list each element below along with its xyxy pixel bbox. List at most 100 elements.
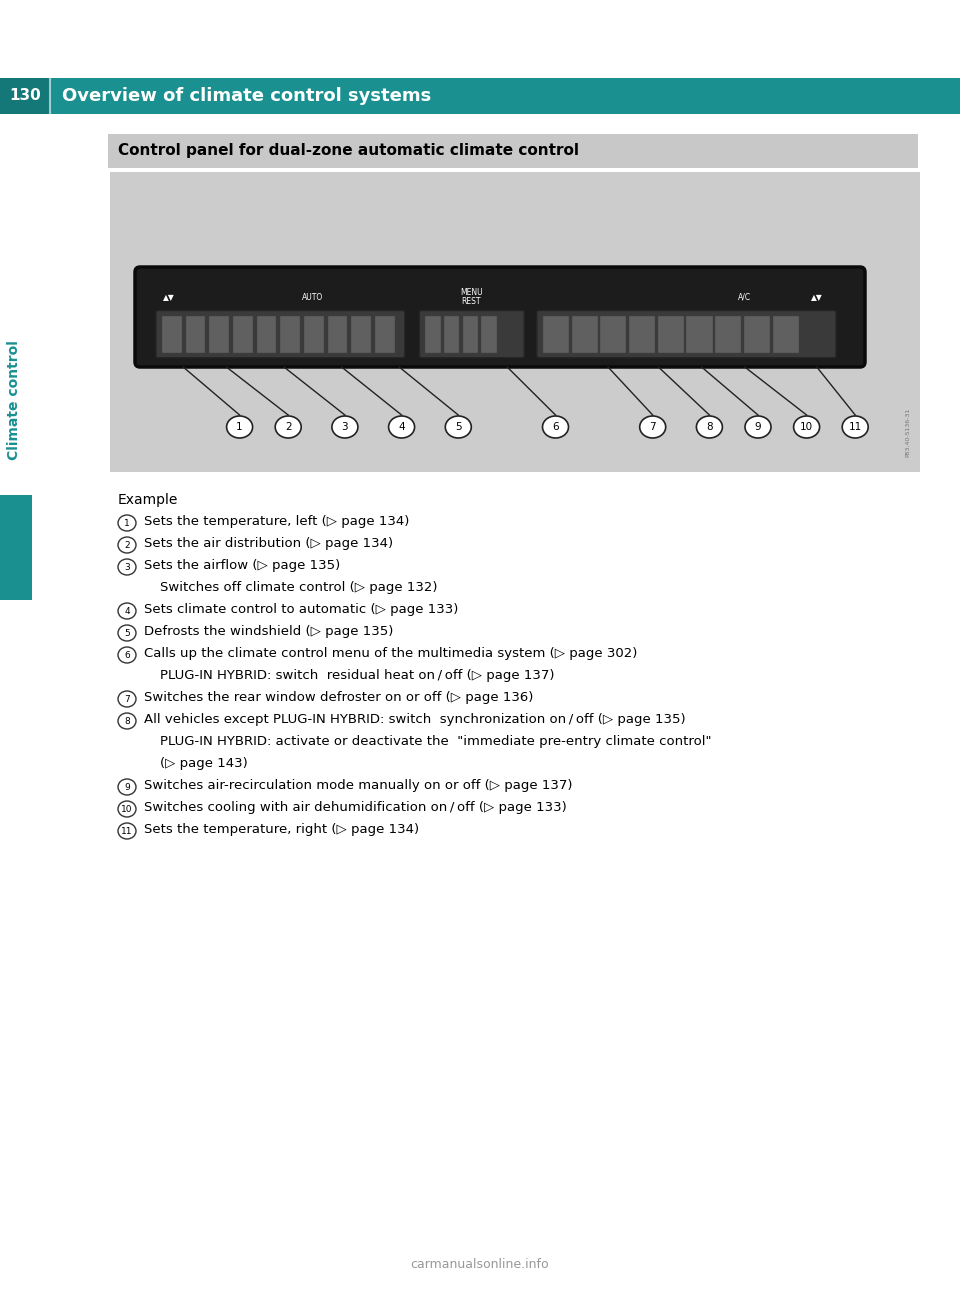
Text: 7: 7 (649, 422, 656, 432)
Bar (280, 315, 300, 353)
Text: 9: 9 (124, 783, 130, 792)
Bar (658, 315, 684, 353)
Text: Sets climate control to automatic (▷ page 133): Sets climate control to automatic (▷ pag… (144, 603, 458, 616)
Bar (0, 78, 50, 115)
Text: Switches air-recirculation mode manually on or off (▷ page 137): Switches air-recirculation mode manually… (144, 779, 572, 792)
Bar (233, 315, 252, 353)
Ellipse shape (332, 417, 358, 437)
Ellipse shape (118, 647, 136, 663)
Text: ▲▼: ▲▼ (163, 293, 175, 302)
Text: 130: 130 (10, 89, 41, 103)
Text: carmanualsonline.info: carmanualsonline.info (411, 1259, 549, 1272)
Text: (▷ page 143): (▷ page 143) (160, 756, 248, 769)
Text: Example: Example (118, 493, 179, 506)
Ellipse shape (118, 625, 136, 641)
Bar (444, 315, 460, 353)
Text: 9: 9 (755, 422, 761, 432)
Text: 11: 11 (121, 827, 132, 836)
Text: 4: 4 (398, 422, 405, 432)
Ellipse shape (794, 417, 820, 437)
Bar (351, 315, 372, 353)
FancyBboxPatch shape (156, 310, 405, 358)
Ellipse shape (639, 417, 665, 437)
Bar (463, 315, 478, 353)
Bar (304, 315, 324, 353)
Text: 5: 5 (455, 422, 462, 432)
Text: AUTO: AUTO (302, 293, 324, 302)
FancyBboxPatch shape (420, 310, 524, 358)
Ellipse shape (745, 417, 771, 437)
Text: 2: 2 (285, 422, 292, 432)
Bar (162, 315, 181, 353)
Text: A/C: A/C (738, 293, 752, 302)
Text: Sets the air distribution (▷ page 134): Sets the air distribution (▷ page 134) (144, 536, 394, 549)
Text: 11: 11 (849, 422, 862, 432)
Bar (185, 315, 205, 353)
Text: 1: 1 (236, 422, 243, 432)
FancyBboxPatch shape (537, 310, 836, 358)
Bar (744, 315, 770, 353)
Bar (425, 315, 441, 353)
Bar (686, 315, 712, 353)
Text: PLUG-IN HYBRID: switch  residual heat on / off (▷ page 137): PLUG-IN HYBRID: switch residual heat on … (160, 669, 555, 682)
FancyBboxPatch shape (135, 267, 865, 367)
Text: 6: 6 (124, 651, 130, 660)
Text: Control panel for dual-zone automatic climate control: Control panel for dual-zone automatic cl… (118, 143, 579, 159)
Text: Overview of climate control systems: Overview of climate control systems (62, 87, 431, 105)
Text: PLUG-IN HYBRID: activate or deactivate the  "immediate pre-entry climate control: PLUG-IN HYBRID: activate or deactivate t… (160, 736, 711, 749)
Bar (571, 315, 598, 353)
Bar (108, 134, 918, 168)
Bar (542, 315, 569, 353)
Ellipse shape (842, 417, 868, 437)
Text: Sets the temperature, right (▷ page 134): Sets the temperature, right (▷ page 134) (144, 823, 420, 836)
Text: 10: 10 (121, 805, 132, 814)
Text: 8: 8 (707, 422, 712, 432)
Ellipse shape (118, 516, 136, 531)
Text: 2: 2 (124, 540, 130, 549)
Text: Sets the airflow (▷ page 135): Sets the airflow (▷ page 135) (144, 559, 340, 572)
Text: 1: 1 (124, 518, 130, 527)
Text: Switches cooling with air dehumidification on / off (▷ page 133): Switches cooling with air dehumidificati… (144, 801, 566, 814)
Ellipse shape (118, 559, 136, 575)
Ellipse shape (118, 823, 136, 838)
Text: Switches off climate control (▷ page 132): Switches off climate control (▷ page 132… (160, 581, 438, 594)
Text: P83.40-5136-31: P83.40-5136-31 (905, 408, 910, 457)
Text: Calls up the climate control menu of the multimedia system (▷ page 302): Calls up the climate control menu of the… (144, 647, 637, 660)
Ellipse shape (542, 417, 568, 437)
Ellipse shape (389, 417, 415, 437)
Bar (481, 315, 496, 353)
Ellipse shape (696, 417, 722, 437)
Bar (0, 495, 32, 600)
Bar (256, 315, 276, 353)
Ellipse shape (118, 713, 136, 729)
Text: MENU
REST: MENU REST (460, 288, 483, 306)
Text: All vehicles except PLUG-IN HYBRID: switch  synchronization on / off (▷ page 135: All vehicles except PLUG-IN HYBRID: swit… (144, 713, 685, 727)
Ellipse shape (118, 779, 136, 796)
Text: 5: 5 (124, 629, 130, 638)
Bar (110, 172, 920, 473)
Text: 7: 7 (124, 694, 130, 703)
Bar (327, 315, 348, 353)
Bar (715, 315, 741, 353)
Text: 8: 8 (124, 716, 130, 725)
Bar (629, 315, 655, 353)
Bar (0, 78, 960, 115)
Text: 10: 10 (800, 422, 813, 432)
Text: 4: 4 (124, 607, 130, 616)
Bar (209, 315, 229, 353)
Ellipse shape (118, 691, 136, 707)
Ellipse shape (118, 536, 136, 553)
Text: ▲▼: ▲▼ (811, 293, 823, 302)
Bar (375, 315, 395, 353)
Text: Switches the rear window defroster on or off (▷ page 136): Switches the rear window defroster on or… (144, 691, 534, 704)
Text: 3: 3 (342, 422, 348, 432)
Bar (600, 315, 626, 353)
Ellipse shape (276, 417, 301, 437)
Text: Climate control: Climate control (7, 340, 21, 460)
Ellipse shape (445, 417, 471, 437)
Text: Sets the temperature, left (▷ page 134): Sets the temperature, left (▷ page 134) (144, 516, 409, 529)
Ellipse shape (118, 801, 136, 816)
Text: Defrosts the windshield (▷ page 135): Defrosts the windshield (▷ page 135) (144, 625, 394, 638)
Text: 6: 6 (552, 422, 559, 432)
Ellipse shape (118, 603, 136, 618)
